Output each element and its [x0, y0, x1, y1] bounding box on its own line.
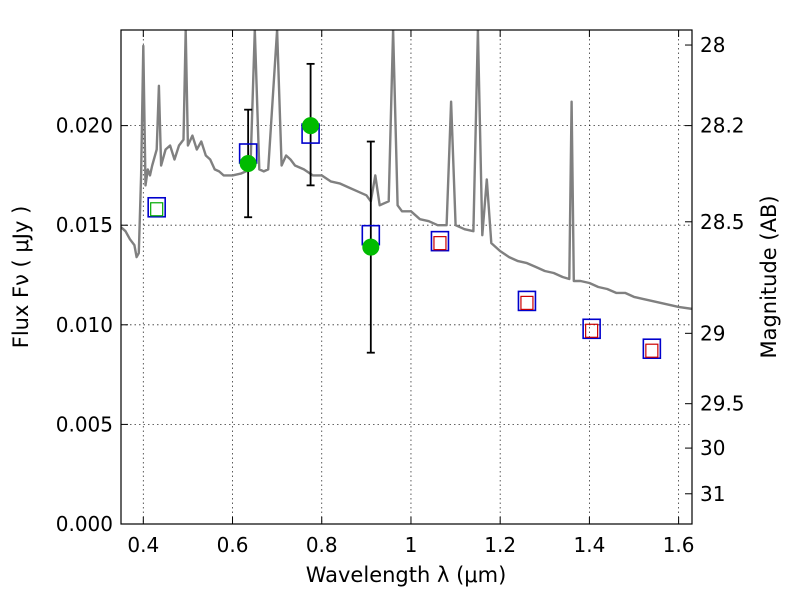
- measured-point: [362, 238, 380, 256]
- right-tick-label: 28.5: [700, 210, 745, 234]
- x-axis-ticks: 0.4 0.6 0.8 1 1.2 1.4 1.6: [127, 30, 695, 557]
- blue-square-marker: [147, 196, 166, 218]
- x-tick-label: 0.8: [306, 533, 338, 557]
- plot-frame: [120, 29, 693, 525]
- data-markers: [147, 117, 662, 360]
- right-axis-label: Magnitude (AB): [757, 195, 781, 358]
- measured-point: [239, 154, 257, 172]
- right-tick-label: 30: [700, 436, 725, 460]
- y-tick-label: 0.015: [56, 213, 113, 237]
- blue-square-marker: [517, 290, 537, 312]
- spectrum-line: [121, 30, 692, 311]
- y-tick-label: 0.020: [56, 114, 113, 138]
- x-tick-label: 0.6: [217, 533, 249, 557]
- right-tick-label: 28: [700, 33, 725, 57]
- right-tick-label: 29.5: [700, 392, 745, 416]
- x-tick-label: 1: [405, 533, 418, 557]
- measured-point: [302, 117, 320, 135]
- inner-square-marker: [433, 236, 447, 251]
- y-tick-label: 0.005: [56, 412, 113, 436]
- right-tick-label: 28.2: [700, 114, 745, 138]
- y-tick-label: 0.000: [56, 512, 113, 536]
- blue-square-marker: [430, 230, 450, 252]
- y-axis-label: Flux Fν ( μJy ): [9, 206, 33, 349]
- inner-square-marker: [585, 323, 599, 338]
- x-tick-label: 1.6: [663, 533, 695, 557]
- y-tick-label: 0.010: [56, 313, 113, 337]
- inner-square-marker: [520, 295, 534, 310]
- right-tick-label: 31: [700, 482, 725, 506]
- x-tick-label: 1.4: [573, 533, 605, 557]
- x-tick-label: 0.4: [127, 533, 159, 557]
- blue-square-marker: [642, 338, 662, 360]
- x-tick-label: 1.2: [484, 533, 516, 557]
- inner-square-marker: [645, 343, 659, 358]
- model-spectrum: [121, 30, 692, 311]
- x-axis-label: Wavelength λ (μm): [306, 563, 507, 587]
- right-tick-label: 29: [700, 321, 725, 345]
- y-axis-ticks: 0.000 0.005 0.010 0.015 0.020: [56, 114, 128, 536]
- blue-square-marker: [582, 318, 601, 340]
- right-axis-ticks: 28 28.2 28.5 29 29.5 30 31: [685, 33, 745, 506]
- inner-square-marker: [150, 202, 164, 217]
